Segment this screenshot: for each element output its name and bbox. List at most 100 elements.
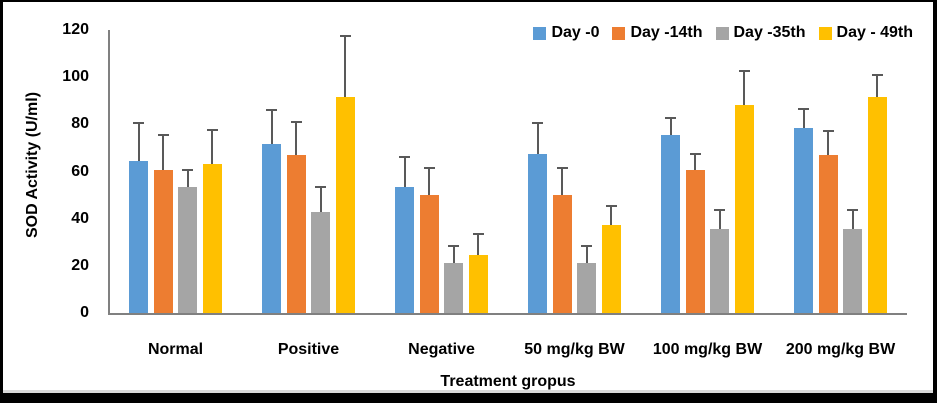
bar-day-14th xyxy=(419,195,439,313)
error-bar-cap xyxy=(798,108,810,110)
error-bar-cap xyxy=(689,152,701,155)
error-bar-cap xyxy=(871,73,883,76)
error-bar-cap xyxy=(339,34,351,37)
error-bar-line xyxy=(137,123,140,161)
bar-day-49th xyxy=(202,164,222,313)
bar-day-49th xyxy=(867,97,887,313)
legend-swatch xyxy=(612,26,626,40)
error-bar-line xyxy=(610,205,613,225)
bar-day-14th xyxy=(153,170,173,313)
error-bar-cap xyxy=(448,244,460,247)
bar-day-49th xyxy=(734,105,754,313)
error-bar-line xyxy=(295,121,298,155)
bar-day-14th xyxy=(685,170,705,313)
error-bar-line xyxy=(270,110,273,145)
error-bar-line xyxy=(743,71,746,106)
error-bar-line xyxy=(694,153,697,171)
bar-day-0 xyxy=(794,127,814,313)
legend-item: Day -0 xyxy=(533,24,599,42)
error-bar-line xyxy=(477,233,480,256)
y-tick-label: 60 xyxy=(71,162,89,180)
error-bar-line xyxy=(827,131,830,155)
error-bar-line xyxy=(851,210,854,230)
error-bar-line xyxy=(536,123,539,154)
legend-swatch xyxy=(533,26,547,40)
error-bar-line xyxy=(452,245,455,264)
bar-day-35th xyxy=(444,263,464,313)
category-label: 200 mg/kg BW xyxy=(785,341,896,358)
error-bar-line xyxy=(428,167,431,196)
bar-day-14th xyxy=(818,154,838,313)
error-bar-line xyxy=(344,35,347,98)
x-axis-line xyxy=(108,313,907,315)
error-bar-line xyxy=(186,170,189,187)
bar-day-14th xyxy=(286,154,306,313)
error-bar-line xyxy=(403,157,406,187)
error-bar-line xyxy=(718,210,721,230)
bar-day-35th xyxy=(178,186,198,313)
error-bar-line xyxy=(162,134,165,171)
legend-label: Day - 49th xyxy=(836,24,913,41)
error-bar-line xyxy=(319,186,322,212)
error-bar-cap xyxy=(182,169,194,172)
x-axis-title: Treatment gropus xyxy=(440,373,576,390)
error-bar-cap xyxy=(556,166,568,169)
legend-label: Day -35th xyxy=(733,24,806,41)
error-bar-cap xyxy=(315,185,327,188)
error-bar-cap xyxy=(822,130,834,133)
error-bar-cap xyxy=(290,120,302,123)
error-bar-line xyxy=(876,74,879,98)
bar-day-14th xyxy=(552,195,572,313)
y-tick-label: 40 xyxy=(71,209,89,227)
error-bar-line xyxy=(211,130,214,165)
legend-swatch xyxy=(715,26,729,40)
bar-day-35th xyxy=(710,229,730,313)
category-label: Normal xyxy=(147,341,204,358)
error-bar-line xyxy=(561,167,564,196)
y-tick-label: 20 xyxy=(71,256,89,274)
legend-label: Day -14th xyxy=(630,24,703,41)
y-tick-label: 0 xyxy=(80,304,89,321)
error-bar-cap xyxy=(266,109,278,112)
bar-day-35th xyxy=(577,263,597,313)
error-bar-cap xyxy=(206,129,218,132)
error-bar-line xyxy=(802,109,805,128)
bar-day-0 xyxy=(395,186,415,313)
category-label: 50 mg/kg BW xyxy=(524,341,625,358)
error-bar-line xyxy=(669,118,672,135)
bar-day-49th xyxy=(468,255,488,313)
error-bar-cap xyxy=(605,204,617,207)
bar-day-0 xyxy=(528,153,548,313)
legend-item: Day -35th xyxy=(715,24,806,42)
error-bar-cap xyxy=(847,209,859,212)
error-bar-cap xyxy=(581,244,593,247)
error-bar-cap xyxy=(423,166,435,169)
category-label: Positive xyxy=(277,341,340,358)
y-axis-line xyxy=(108,30,110,313)
frame-bottom-strip xyxy=(3,390,933,393)
error-bar-cap xyxy=(133,122,145,125)
error-bar-cap xyxy=(532,122,544,125)
error-bar-cap xyxy=(714,209,726,212)
error-bar-line xyxy=(585,245,588,264)
legend-item: Day -14th xyxy=(612,24,703,42)
y-tick-label: 120 xyxy=(62,21,89,38)
bar-day-49th xyxy=(601,224,621,313)
bar-day-35th xyxy=(843,229,863,313)
legend-label: Day -0 xyxy=(551,24,600,41)
bar-day-0 xyxy=(661,134,681,313)
category-label: 100 mg/kg BW xyxy=(652,341,763,358)
error-bar-cap xyxy=(472,232,484,235)
error-bar-cap xyxy=(738,70,750,73)
bar-day-49th xyxy=(335,97,355,313)
y-tick-label: 80 xyxy=(71,115,89,133)
legend: Day -0 Day -14th Day -35th Day - 49th xyxy=(533,24,913,42)
error-bar-cap xyxy=(665,117,677,120)
error-bar-cap xyxy=(399,156,411,159)
legend-swatch xyxy=(818,26,832,40)
category-label: Negative xyxy=(408,341,475,358)
y-tick-label: 100 xyxy=(62,68,89,86)
error-bar-cap xyxy=(157,133,169,136)
plot-area: 0 20 40 60 80 100 120 Normal Positive Negative 50 … xyxy=(3,2,933,393)
